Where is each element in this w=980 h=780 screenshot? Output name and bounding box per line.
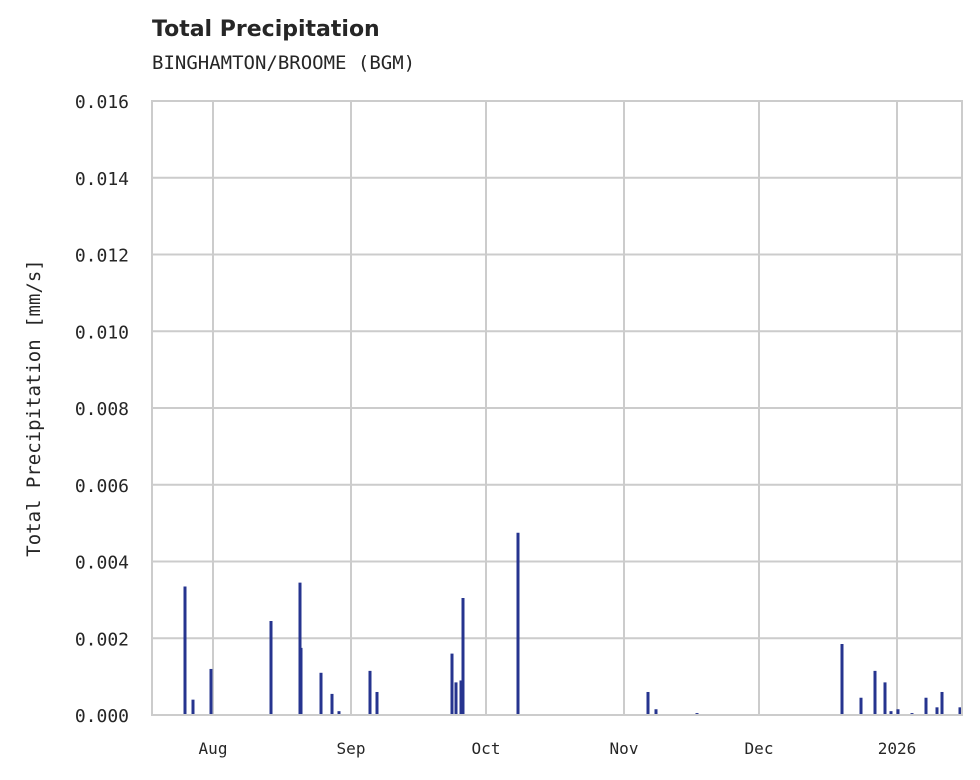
y-tick-label: 0.010 [75, 322, 129, 343]
x-tick-label: Oct [472, 739, 501, 758]
plot-frame [151, 100, 963, 716]
x-tick-label: Nov [610, 739, 639, 758]
y-axis-ticks: 0.000 0.002 0.004 0.006 0.008 0.010 0.012 0.014… [75, 92, 129, 727]
x-tick-label: Dec [745, 739, 774, 758]
chart-title: Total Precipitation [152, 17, 380, 42]
grid-lines [152, 100, 962, 716]
y-tick-label: 0.012 [75, 246, 129, 267]
x-tick-label: 2026 [878, 739, 917, 758]
chart-subtitle: BINGHAMTON/BROOME (BGM) [152, 52, 416, 74]
y-tick-label: 0.014 [75, 169, 129, 190]
y-tick-label: 0.006 [75, 476, 129, 497]
x-tick-label: Sep [337, 739, 366, 758]
y-tick-label: 0.000 [75, 706, 129, 727]
y-tick-label: 0.002 [75, 629, 129, 650]
y-axis-label: Total Precipitation [mm/s] [23, 259, 45, 556]
y-tick-label: 0.004 [75, 553, 129, 574]
x-tick-label: Aug [199, 739, 228, 758]
x-axis-ticks: Aug Sep Oct Nov Dec 2026 [199, 739, 917, 758]
y-tick-label: 0.008 [75, 399, 129, 420]
y-tick-label: 0.016 [75, 92, 129, 113]
precipitation-series [183, 532, 962, 714]
